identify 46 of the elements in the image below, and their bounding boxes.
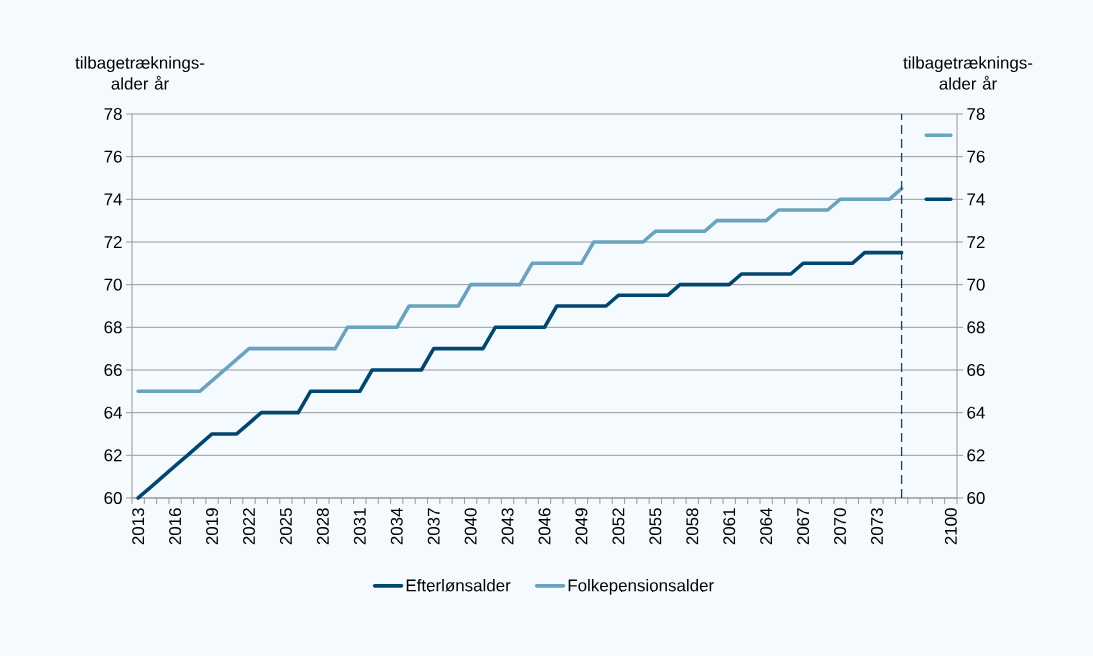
x-tick-label: 2049 bbox=[575, 508, 588, 545]
x-tick-label: 2013 bbox=[132, 508, 145, 545]
y-axis-title: tilbagetræknings-alder år bbox=[75, 56, 205, 90]
x-tick-label: 2064 bbox=[760, 508, 773, 545]
x-tick-label: 2100 bbox=[944, 508, 957, 545]
x-tick-label: 2031 bbox=[353, 508, 366, 545]
y-tick-label: 68 bbox=[104, 321, 122, 334]
x-tick-label: 2016 bbox=[169, 508, 182, 545]
x-tick-label: 2055 bbox=[649, 508, 662, 545]
y-tick-label: 62 bbox=[104, 449, 122, 462]
y-tick-label: 78 bbox=[104, 107, 122, 120]
x-tick-label: 2067 bbox=[797, 508, 810, 545]
y-tick-label: 74 bbox=[104, 193, 122, 206]
x-tick-label: 2037 bbox=[427, 508, 440, 545]
x-tick-label: 2052 bbox=[612, 508, 625, 545]
x-tick-label: 2040 bbox=[464, 508, 477, 545]
x-tick-label: 2019 bbox=[206, 508, 219, 545]
x-tick-label: 2046 bbox=[538, 508, 551, 545]
y2-tick-label: 68 bbox=[967, 321, 985, 334]
y2-tick-label: 60 bbox=[967, 491, 985, 504]
x-tick-label: 2025 bbox=[279, 508, 292, 545]
x-tick-label: 2061 bbox=[723, 508, 736, 545]
x-tick-label: 2034 bbox=[390, 508, 403, 545]
y2-tick-label: 76 bbox=[967, 150, 985, 163]
y2-tick-label: 72 bbox=[967, 236, 985, 248]
x-tick-label: 2022 bbox=[242, 508, 255, 545]
y2-tick-label: 74 bbox=[967, 193, 985, 206]
y2-tick-label: 70 bbox=[967, 278, 985, 291]
y-tick-label: 72 bbox=[104, 236, 122, 248]
y2-tick-label: 62 bbox=[967, 449, 985, 462]
legend-label: Efterlønsalder bbox=[406, 578, 511, 592]
y-tick-label: 60 bbox=[104, 491, 122, 504]
y-tick-label: 64 bbox=[104, 406, 122, 419]
x-tick-label: 2070 bbox=[834, 508, 847, 545]
x-tick-label: 2043 bbox=[501, 508, 514, 545]
y2-axis-title: tilbagetræknings-alder år bbox=[903, 56, 1033, 90]
y-tick-label: 66 bbox=[104, 363, 122, 376]
x-tick-label: 2073 bbox=[870, 508, 883, 545]
y-tick-label: 76 bbox=[104, 150, 122, 163]
y2-tick-label: 78 bbox=[967, 107, 985, 120]
y2-tick-label: 64 bbox=[967, 406, 985, 419]
legend-label: Folkepensionsalder bbox=[568, 578, 714, 595]
x-tick-label: 2058 bbox=[686, 508, 699, 545]
y-tick-label: 70 bbox=[104, 278, 122, 291]
y2-tick-label: 66 bbox=[967, 363, 985, 376]
x-tick-label: 2028 bbox=[316, 508, 329, 545]
